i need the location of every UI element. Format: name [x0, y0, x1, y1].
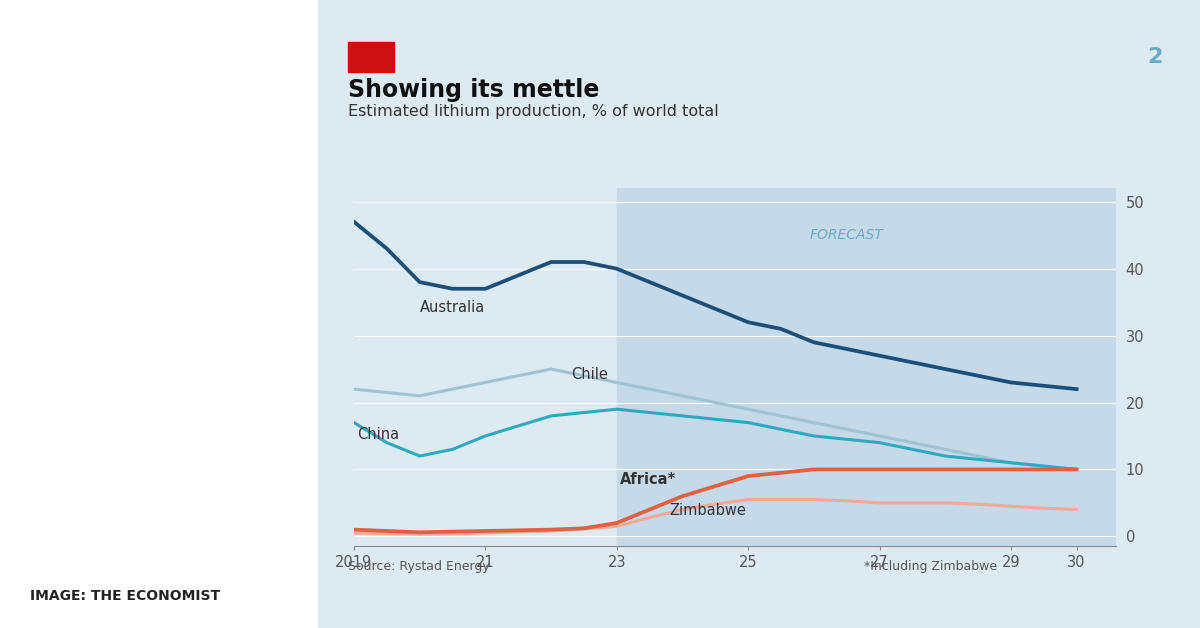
Text: Estimated lithium production, % of world total: Estimated lithium production, % of world…	[348, 104, 719, 119]
Text: Showing its mettle: Showing its mettle	[348, 78, 599, 102]
Text: 2: 2	[1147, 46, 1163, 67]
Bar	[617, 188, 1116, 546]
Text: IMAGE: THE ECONOMIST: IMAGE: THE ECONOMIST	[30, 589, 220, 603]
Text: Zimbabwe: Zimbabwe	[670, 503, 746, 518]
Text: Africa*: Africa*	[620, 472, 677, 487]
Text: Chile: Chile	[571, 367, 607, 382]
Text: *Including Zimbabwe: *Including Zimbabwe	[864, 560, 997, 573]
Text: FORECAST: FORECAST	[810, 228, 883, 242]
Text: China: China	[358, 427, 400, 442]
Text: Australia: Australia	[420, 300, 485, 315]
Text: Source: Rystad Energy: Source: Rystad Energy	[348, 560, 490, 573]
